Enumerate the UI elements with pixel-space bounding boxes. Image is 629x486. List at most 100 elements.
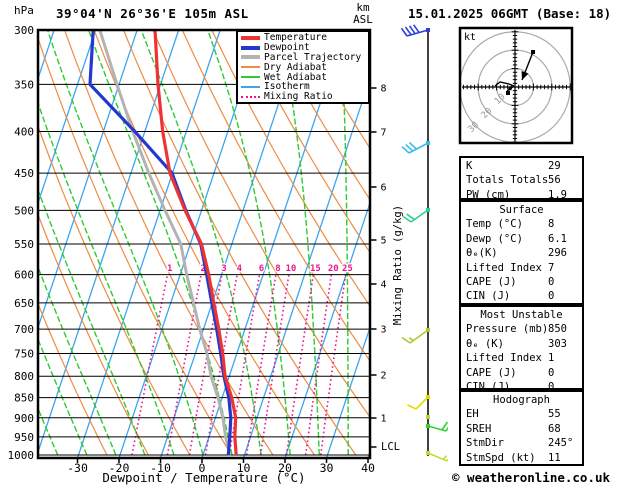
pressure-tick-label: 450 [14,167,34,180]
stats-row-value: 7 [548,261,555,274]
wet-adiabat-line [38,337,88,456]
legend-item: Temperature [241,32,368,43]
x-tick-label: 0 [199,461,206,475]
stats-row: PW (cm) 1.9 [461,188,582,202]
pressure-tick-label: 600 [14,269,34,282]
stats-row: CIN (J) 0 [461,289,582,303]
mixing-ratio-label: 6 [259,264,264,274]
x-tick-label: -20 [109,461,130,475]
pressure-tick-label: 400 [14,126,34,139]
stats-row-label: Temp (°C) [466,218,523,231]
wind-barb [426,421,448,432]
pressure-tick-label: 700 [14,323,34,336]
stats-row: Lifted Index 1 [461,351,582,365]
stats-row-value: 6.1 [548,232,567,245]
stats-row: StmDir 245° [461,436,582,450]
stats-row-value: 0 [548,290,555,303]
km-tick-label: 1 [381,414,387,425]
mixing-ratio-label: 20 [328,264,339,274]
x-tick-label: 40 [361,461,375,475]
mixing-ratio-label: 4 [237,264,243,274]
hodograph-ring-label: 10 [493,92,508,107]
legend-swatch [241,85,260,88]
mixing-ratio-line [245,274,277,456]
stats-row-label: CIN (J) [466,290,511,303]
stats-row: SREH 68 [461,422,582,436]
stats-row-value: 29 [548,160,561,172]
stats-row-value: 1.9 [548,188,567,201]
stats-row-label: K [466,160,473,172]
km-tick-label: 5 [381,236,387,247]
km-tick-label: 4 [381,280,387,291]
stats-row-value: 0 [548,275,555,288]
sounding-curves [88,30,238,456]
stats-row-label: Totals Totals [466,174,549,187]
stats-row-value: 56 [548,174,561,187]
legend-label: Parcel Trajectory [264,52,362,63]
stats-row-label: CAPE (J) [466,275,517,288]
wind-barb [426,415,430,419]
wet-adiabat-line [340,30,349,455]
stats-row: K 29 [461,159,582,173]
stats-row-label: PW (cm) [466,188,511,201]
stats-row: CAPE (J) 0 [461,366,582,380]
x-tick-label: 20 [278,461,292,475]
km-tick-label: 8 [381,84,387,95]
wind-barb [402,208,430,223]
stats-row: Lifted Index 7 [461,261,582,275]
stats-box-header: Surface [499,204,544,216]
parcel-trajectory-curve [98,30,232,456]
dry-adiabat-line [299,30,370,150]
hodograph-ring-label: 20 [480,106,495,121]
mixing-ratio-label: 1 [167,264,172,274]
legend-swatch [241,35,260,40]
stats-row-label: EH [466,408,479,421]
legend-item: Dewpoint [241,42,368,53]
km-tick-label: 2 [381,371,387,382]
km-tick-label: 7 [381,128,387,139]
stats-row-value: 0 [548,380,555,393]
stats-row: Totals Totals 56 [461,173,582,187]
stats-row-label: Pressure (mb) [466,323,549,336]
pressure-tick-label: 550 [14,238,34,251]
stats-row: θₑ (K) 303 [461,337,582,351]
stats-row: Dewp (°C) 6.1 [461,232,582,246]
mixing-ratio-label: 2 [200,264,205,274]
pressure-tick-label: 950 [14,431,34,444]
legend: Temperature Dewpoint Parcel Trajectory Dry … [236,30,370,104]
mixing-ratio-label: 10 [285,264,296,274]
stats-row-value: 55 [548,408,561,421]
stats-row-label: Lifted Index [466,352,542,365]
stats-box-header: Hodograph [493,394,550,406]
stats-row-label: SREH [466,422,492,435]
wind-barb [400,24,430,37]
hodograph-trace [494,81,515,87]
stats-row-label: Dewp (°C) [466,232,523,245]
asl-label: ASL [353,13,373,26]
footer-credit: © weatheronline.co.uk [452,470,611,485]
x-tick-label: -30 [67,461,88,475]
stats-row-label: StmSpd (kt) [466,451,536,464]
stats-box: Most Unstable Pressure (mb) 850 θₑ (K) 303 Li… [459,305,584,393]
stats-row: CAPE (J) 0 [461,275,582,289]
mixing-ratio-line [319,274,347,456]
hodograph-dot [531,50,535,54]
temperature-curve [153,30,238,456]
pressure-tick-label: 800 [14,370,34,383]
skewt-plot: 1 2 3 4 6 8 10 15 20 2530035040045050055060065070… [8,24,448,475]
stats-row: Pressure (mb) 850 [461,322,582,336]
stats-row: EH 55 [461,407,582,421]
dewpoint-curve [88,30,233,456]
stats-row-value: 245° [548,437,574,450]
km-tick-label: 3 [381,325,387,336]
wet-adiabat-line [279,30,320,456]
mixing-ratio-label: 25 [342,264,353,274]
date-title: 15.01.2025 06GMT (Base: 18) [408,6,612,21]
pressure-tick-label: 900 [14,412,34,425]
km-asl-axis-label: km ASL [348,2,378,26]
mixing-ratio-label: 15 [310,264,321,274]
mixing-ratio-axis-label: Mixing Ratio (g/kg) [392,204,404,326]
stats-row-value: 1 [548,352,555,365]
stats-row-value: 296 [548,247,567,260]
hodograph-border [458,26,574,145]
